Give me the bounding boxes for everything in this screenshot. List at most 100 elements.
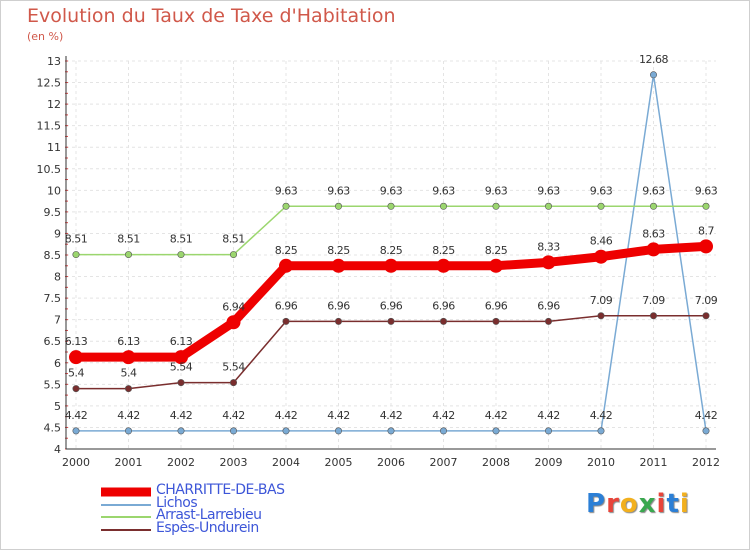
data-label: 9.63 — [695, 184, 718, 197]
x-tick-label: 2003 — [220, 456, 248, 469]
data-label: 4.42 — [275, 409, 298, 422]
x-tick-label: 2008 — [482, 456, 510, 469]
legend-label: CHARRITTE-DE-BAS — [156, 482, 285, 498]
data-point — [384, 258, 398, 273]
legend-label: Lichos — [156, 494, 198, 511]
data-point — [597, 312, 605, 320]
legend-swatch — [101, 528, 151, 531]
data-point — [597, 202, 605, 210]
data-label: 5.54 — [170, 361, 193, 374]
data-point — [594, 249, 608, 264]
y-tick-label: 8 — [54, 271, 61, 284]
data-label: 5.54 — [222, 361, 245, 374]
data-point — [489, 258, 503, 273]
data-point — [387, 202, 395, 210]
y-tick-label: 5.5 — [44, 378, 62, 391]
data-point — [439, 427, 447, 435]
data-point — [702, 202, 710, 210]
data-label: 6.96 — [537, 299, 560, 312]
legend-label: Espès-Undurein — [156, 519, 259, 536]
data-point — [177, 427, 185, 435]
data-label: 8.51 — [117, 233, 140, 246]
data-label: 4.42 — [432, 409, 455, 422]
logo-letter: P — [586, 489, 607, 519]
logo-letter: i — [656, 489, 667, 519]
data-point — [177, 379, 185, 387]
data-point — [230, 379, 238, 387]
data-point — [125, 385, 133, 393]
data-label: 8.51 — [170, 233, 193, 246]
y-tick-label: 11 — [47, 141, 61, 154]
x-tick-label: 2000 — [62, 456, 90, 469]
legend-swatch — [101, 516, 151, 518]
data-label: 6.96 — [380, 299, 403, 312]
data-label: 4.42 — [695, 409, 718, 422]
data-point — [174, 350, 188, 365]
data-point — [177, 251, 185, 259]
data-point — [544, 427, 552, 435]
data-point — [541, 255, 556, 270]
data-point — [492, 202, 500, 210]
data-point — [226, 315, 241, 330]
data-point — [334, 202, 342, 210]
y-tick-label: 4.5 — [44, 421, 62, 434]
data-label: 4.42 — [537, 409, 560, 422]
data-label: 4.42 — [117, 409, 140, 422]
data-point — [387, 427, 395, 435]
legend-swatch — [101, 503, 151, 506]
logo-letter: t — [666, 489, 680, 519]
y-tick-label: 7 — [54, 314, 61, 327]
data-label: 4.42 — [170, 409, 193, 422]
data-label: 9.63 — [327, 184, 350, 197]
y-tick-label: 9 — [54, 227, 61, 240]
x-tick-label: 2004 — [272, 456, 300, 469]
x-tick-label: 2001 — [115, 456, 143, 469]
y-tick-label: 13 — [47, 55, 61, 68]
data-label: 6.96 — [432, 299, 455, 312]
data-label: 9.63 — [432, 184, 455, 197]
data-label: 4.42 — [485, 409, 508, 422]
data-label: 4.42 — [380, 409, 403, 422]
data-point — [331, 258, 346, 273]
data-point — [125, 251, 133, 259]
data-label: 4.42 — [65, 409, 88, 422]
y-tick-label: 4 — [54, 443, 61, 456]
data-label: 4.42 — [327, 409, 350, 422]
x-tick-label: 2007 — [430, 456, 458, 469]
data-label: 7.09 — [590, 294, 613, 307]
logo-letter: o — [619, 489, 639, 519]
data-label: 6.13 — [170, 335, 193, 348]
y-tick-label: 8.5 — [44, 249, 62, 262]
data-label: 9.63 — [590, 184, 613, 197]
data-label: 6.96 — [485, 299, 508, 312]
data-point — [649, 71, 657, 79]
data-label: 6.13 — [65, 335, 88, 348]
data-point — [72, 385, 80, 393]
axes: 4 4.5 5 5.5 6 6.5 7 7.5 8 8.5 9 9.5 10 10.5 11 11.5 12 12… — [37, 55, 721, 469]
x-tick-label: 2006 — [377, 456, 405, 469]
data-label: 8.46 — [590, 235, 613, 248]
data-point — [646, 242, 661, 257]
data-point — [72, 427, 80, 435]
data-label: 9.63 — [485, 184, 508, 197]
data-point — [544, 317, 552, 325]
y-tick-label: 11.5 — [37, 120, 62, 133]
logo-letter: r — [606, 489, 620, 519]
y-tick-label: 6 — [54, 357, 61, 370]
x-tick-label: 2002 — [167, 456, 195, 469]
data-label: 9.63 — [537, 184, 560, 197]
data-label: 7.09 — [642, 294, 665, 307]
data-point — [699, 239, 713, 254]
data-label: 8.25 — [432, 244, 455, 257]
data-label: 9.63 — [642, 184, 665, 197]
data-point — [282, 202, 290, 210]
y-tick-label: 6.5 — [44, 335, 62, 348]
data-point — [702, 427, 710, 435]
data-label: 6.96 — [327, 299, 350, 312]
y-tick-label: 10 — [47, 184, 61, 197]
data-point — [72, 251, 80, 259]
data-label: 8.25 — [275, 244, 298, 257]
data-label: 5.4 — [68, 367, 84, 380]
